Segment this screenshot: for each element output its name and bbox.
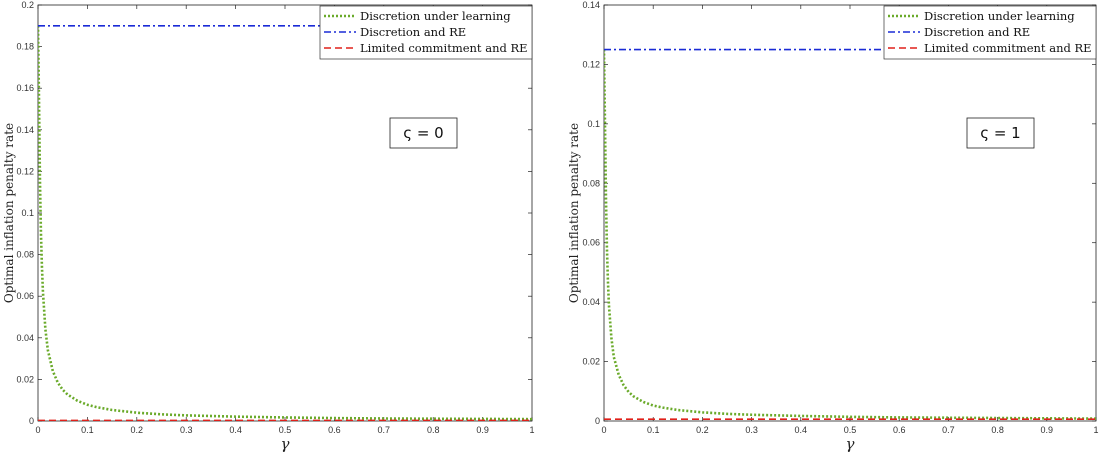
legend-label-1: Discretion under learning [360, 9, 511, 23]
legend: Discretion under learning Discretion and … [319, 5, 533, 60]
x-tick-label: 0.3 [745, 425, 758, 435]
annotation-box [966, 117, 1035, 149]
series-line-1 [604, 49, 1096, 420]
annotation-box [389, 117, 458, 149]
y-tick-label: 0.04 [16, 333, 34, 343]
x-tick-label: 0 [35, 425, 40, 435]
x-tick-label: 1 [529, 425, 534, 435]
y-tick-label: 0 [29, 416, 34, 426]
legend-label-2: Discretion and RE [924, 25, 1030, 39]
y-axis-label: Optimal inflation penalty rate [567, 123, 581, 303]
x-tick-label: 0.2 [696, 425, 709, 435]
y-tick-label: 0.08 [582, 178, 600, 188]
legend-label-3: Limited commitment and RE [360, 41, 528, 55]
y-tick-label: 0.16 [16, 83, 34, 93]
x-tick-label: 0.7 [942, 425, 955, 435]
plot-area [37, 4, 533, 422]
x-tick-label: 0.6 [893, 425, 906, 435]
y-axis-label: Optimal inflation penalty rate [2, 123, 16, 303]
chart-panel-2: 0 0.1 0.2 0.3 0.4 0.5 0.6 0.7 0.8 0.9 1 0 0.02 0.04 0.… [567, 0, 1099, 452]
legend-label-2: Discretion and RE [360, 25, 466, 39]
x-tick-label: 0.5 [844, 425, 857, 435]
x-tick-label: 0.9 [476, 425, 489, 435]
x-axis-label: γ [281, 435, 290, 452]
chart-panel-1: 0 0.1 0.2 0.3 0.4 0.5 0.6 0.7 0.8 0.9 1 0 0.02 0.04 0.… [2, 0, 535, 452]
x-tick-label: 0.8 [991, 425, 1004, 435]
x-tick-label: 0 [601, 425, 606, 435]
y-tick-label: 0.14 [16, 125, 34, 135]
x-tick-label: 0.6 [328, 425, 341, 435]
y-tick-label: 0.14 [582, 0, 600, 10]
y-tick-label: 0.02 [16, 374, 34, 384]
y-tick-label: 0.12 [16, 166, 34, 176]
y-tick-label: 0.1 [21, 208, 34, 218]
y-tick-label: 0.06 [582, 238, 600, 248]
x-tick-label: 1 [1093, 425, 1098, 435]
x-tick-label: 0.1 [647, 425, 660, 435]
x-tick-label: 0.7 [378, 425, 391, 435]
y-tick-label: 0.04 [582, 297, 600, 307]
plot-area [603, 4, 1097, 422]
x-axis-label: γ [846, 435, 855, 452]
x-tick-label: 0.5 [279, 425, 292, 435]
annotation-label: ς = 1 [980, 124, 1020, 142]
y-tick-label: 0.06 [16, 291, 34, 301]
y-tick-label: 0.2 [21, 0, 34, 10]
x-tick-label: 0.1 [81, 425, 94, 435]
y-tick-label: 0.12 [582, 59, 600, 69]
y-tick-label: 0.02 [582, 357, 600, 367]
x-tick-label: 0.4 [795, 425, 808, 435]
x-tick-label: 0.4 [229, 425, 242, 435]
legend-label-1: Discretion under learning [924, 9, 1075, 23]
legend: Discretion under learning Discretion and … [883, 5, 1097, 60]
x-tick-label: 0.3 [180, 425, 193, 435]
y-tick-label: 0 [595, 416, 600, 426]
y-tick-label: 0.08 [16, 250, 34, 260]
series-line-1 [38, 25, 532, 421]
y-tick-label: 0.1 [587, 119, 600, 129]
annotation-label: ς = 0 [403, 124, 443, 142]
y-tick-label: 0.18 [16, 42, 34, 52]
x-tick-label: 0.9 [1041, 425, 1054, 435]
x-tick-label: 0.8 [427, 425, 440, 435]
legend-label-3: Limited commitment and RE [924, 41, 1092, 55]
x-tick-label: 0.2 [131, 425, 144, 435]
